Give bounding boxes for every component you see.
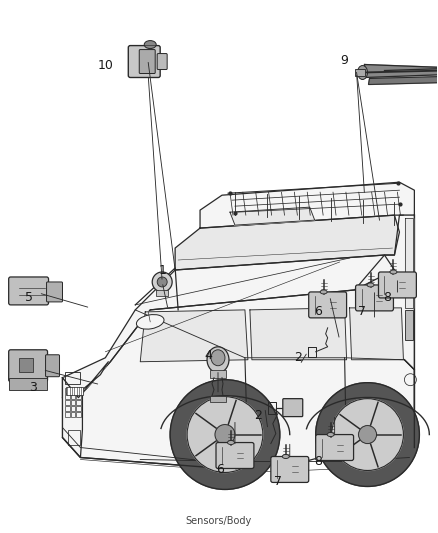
Ellipse shape	[211, 350, 225, 366]
Ellipse shape	[144, 41, 156, 49]
Circle shape	[316, 383, 419, 487]
Bar	[77, 400, 81, 405]
Bar	[210, 370, 226, 378]
Ellipse shape	[367, 283, 374, 287]
FancyBboxPatch shape	[309, 292, 346, 318]
Bar	[19, 358, 32, 372]
Bar	[156, 290, 168, 296]
FancyBboxPatch shape	[271, 456, 309, 482]
Bar	[68, 430, 81, 445]
Bar	[71, 394, 75, 399]
Polygon shape	[63, 255, 395, 398]
Circle shape	[152, 272, 172, 292]
Bar	[66, 400, 70, 405]
FancyBboxPatch shape	[216, 442, 254, 469]
Bar	[66, 372, 81, 384]
FancyBboxPatch shape	[283, 399, 303, 417]
Bar	[77, 406, 81, 410]
Polygon shape	[63, 215, 414, 467]
Bar	[66, 411, 70, 417]
Text: 8: 8	[383, 292, 392, 304]
FancyBboxPatch shape	[128, 46, 160, 77]
Text: 4: 4	[204, 349, 212, 362]
Polygon shape	[200, 182, 414, 228]
Polygon shape	[368, 77, 438, 84]
Bar	[77, 387, 81, 393]
Bar	[406, 310, 413, 340]
FancyBboxPatch shape	[9, 350, 48, 382]
Bar	[67, 386, 83, 394]
Polygon shape	[175, 215, 399, 270]
Polygon shape	[364, 64, 438, 77]
Circle shape	[170, 379, 280, 489]
FancyBboxPatch shape	[9, 277, 49, 305]
Circle shape	[187, 397, 263, 472]
Ellipse shape	[283, 455, 289, 458]
Text: Sensors/Body: Sensors/Body	[186, 516, 252, 526]
Ellipse shape	[320, 290, 327, 294]
Circle shape	[332, 399, 403, 471]
Bar	[71, 387, 75, 393]
Text: 3: 3	[28, 381, 36, 394]
Circle shape	[215, 425, 235, 445]
FancyBboxPatch shape	[46, 355, 60, 377]
Polygon shape	[406, 218, 413, 308]
Ellipse shape	[227, 441, 234, 445]
FancyBboxPatch shape	[139, 50, 155, 74]
FancyBboxPatch shape	[316, 434, 353, 461]
Circle shape	[157, 277, 167, 287]
Text: 2: 2	[294, 351, 302, 364]
Bar	[71, 411, 75, 417]
Polygon shape	[140, 310, 248, 362]
Text: 2: 2	[254, 409, 262, 422]
Polygon shape	[250, 308, 346, 360]
Text: 6: 6	[216, 463, 224, 476]
Ellipse shape	[327, 433, 334, 437]
Bar	[355, 69, 364, 77]
Bar	[77, 411, 81, 417]
Polygon shape	[350, 308, 403, 360]
Text: 8: 8	[314, 455, 321, 468]
FancyBboxPatch shape	[378, 272, 417, 298]
Text: 7: 7	[274, 475, 282, 488]
Bar	[66, 406, 70, 410]
Circle shape	[359, 425, 377, 443]
Bar	[71, 406, 75, 410]
Bar	[9, 378, 46, 390]
FancyBboxPatch shape	[157, 53, 167, 69]
Polygon shape	[63, 362, 108, 457]
Polygon shape	[404, 215, 414, 457]
Ellipse shape	[390, 270, 397, 274]
FancyBboxPatch shape	[356, 285, 393, 311]
Ellipse shape	[136, 314, 164, 329]
Bar	[210, 395, 226, 402]
Text: 1: 1	[158, 264, 166, 278]
Polygon shape	[230, 207, 314, 225]
Bar	[66, 394, 70, 399]
Ellipse shape	[207, 347, 229, 373]
Text: 9: 9	[341, 54, 349, 67]
Text: 7: 7	[357, 305, 366, 318]
Ellipse shape	[357, 66, 367, 79]
Bar	[66, 387, 70, 393]
FancyBboxPatch shape	[46, 282, 63, 302]
Bar	[71, 400, 75, 405]
Bar	[77, 394, 81, 399]
Text: 10: 10	[97, 59, 113, 72]
Text: 6: 6	[314, 305, 321, 318]
Text: 5: 5	[25, 292, 32, 304]
